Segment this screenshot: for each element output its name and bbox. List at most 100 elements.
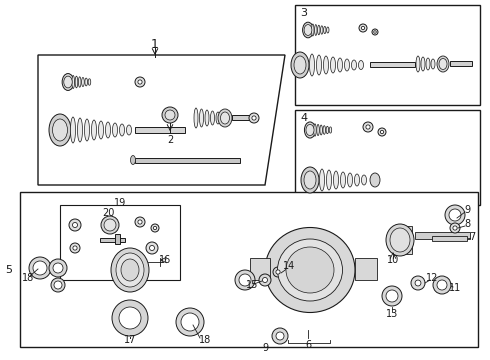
Circle shape: [181, 313, 199, 331]
Ellipse shape: [370, 173, 380, 187]
Circle shape: [249, 113, 259, 123]
Ellipse shape: [390, 228, 410, 252]
Text: 4: 4: [300, 113, 307, 123]
Ellipse shape: [431, 59, 435, 69]
Ellipse shape: [120, 124, 124, 136]
Text: 6: 6: [305, 340, 311, 350]
Bar: [295, 110, 480, 205]
Circle shape: [380, 130, 384, 134]
Circle shape: [135, 217, 145, 227]
Circle shape: [263, 278, 268, 283]
Ellipse shape: [317, 125, 319, 136]
Circle shape: [112, 300, 148, 336]
Circle shape: [366, 125, 370, 129]
Text: 9: 9: [464, 205, 470, 215]
Ellipse shape: [304, 122, 316, 138]
Circle shape: [361, 26, 365, 30]
Ellipse shape: [323, 26, 326, 33]
Bar: [115, 234, 120, 244]
Bar: [450, 61, 472, 66]
Circle shape: [433, 276, 451, 294]
Ellipse shape: [199, 109, 203, 127]
Ellipse shape: [98, 121, 103, 139]
Ellipse shape: [344, 59, 349, 71]
Ellipse shape: [304, 171, 316, 189]
Circle shape: [119, 307, 141, 329]
Circle shape: [53, 263, 63, 273]
Circle shape: [235, 270, 255, 290]
Circle shape: [372, 29, 378, 35]
Ellipse shape: [116, 253, 144, 287]
Ellipse shape: [52, 119, 68, 141]
Ellipse shape: [341, 172, 345, 188]
Ellipse shape: [329, 127, 332, 133]
Ellipse shape: [359, 60, 364, 69]
Circle shape: [239, 274, 251, 286]
Circle shape: [437, 280, 447, 290]
Ellipse shape: [72, 76, 74, 89]
Ellipse shape: [320, 125, 322, 135]
Ellipse shape: [126, 125, 131, 135]
Text: 18: 18: [22, 273, 34, 283]
Circle shape: [445, 205, 465, 225]
Ellipse shape: [211, 111, 215, 125]
Ellipse shape: [88, 79, 91, 85]
Ellipse shape: [265, 228, 355, 312]
Text: 17: 17: [124, 335, 136, 345]
Ellipse shape: [426, 58, 430, 70]
Ellipse shape: [64, 76, 72, 88]
Ellipse shape: [327, 27, 329, 33]
Ellipse shape: [326, 170, 332, 190]
Bar: [135, 158, 240, 163]
Circle shape: [386, 290, 398, 302]
Ellipse shape: [121, 259, 139, 281]
Ellipse shape: [130, 156, 136, 165]
Text: 9: 9: [262, 343, 268, 353]
Ellipse shape: [312, 24, 314, 36]
Ellipse shape: [310, 54, 315, 76]
Circle shape: [33, 261, 47, 275]
Circle shape: [415, 280, 421, 286]
Text: 1: 1: [151, 39, 159, 51]
Circle shape: [149, 246, 154, 251]
Ellipse shape: [62, 73, 74, 90]
Ellipse shape: [437, 56, 449, 72]
Circle shape: [382, 286, 402, 306]
Text: 13: 13: [386, 309, 398, 319]
Bar: [355, 258, 377, 280]
Bar: [232, 115, 250, 120]
Bar: [100, 238, 125, 242]
Circle shape: [276, 332, 284, 340]
Ellipse shape: [330, 57, 336, 73]
Ellipse shape: [82, 77, 84, 86]
Ellipse shape: [105, 122, 111, 138]
Circle shape: [138, 80, 142, 84]
Circle shape: [363, 122, 373, 132]
Circle shape: [49, 259, 67, 277]
Circle shape: [259, 274, 271, 286]
Text: 8: 8: [464, 219, 470, 229]
Bar: [250, 258, 270, 280]
Ellipse shape: [49, 114, 71, 146]
Circle shape: [449, 209, 461, 221]
Ellipse shape: [323, 126, 325, 134]
Ellipse shape: [421, 57, 425, 71]
Bar: [295, 5, 480, 105]
Ellipse shape: [77, 118, 82, 142]
Ellipse shape: [113, 123, 118, 137]
Circle shape: [378, 128, 386, 136]
Circle shape: [29, 257, 51, 279]
Ellipse shape: [306, 125, 314, 136]
Ellipse shape: [85, 78, 88, 86]
Ellipse shape: [338, 58, 343, 72]
Ellipse shape: [277, 239, 343, 301]
Text: 18: 18: [199, 335, 211, 345]
Ellipse shape: [301, 167, 319, 193]
Bar: [370, 62, 415, 67]
Circle shape: [138, 220, 142, 224]
Circle shape: [135, 77, 145, 87]
Text: 19: 19: [114, 198, 126, 208]
Text: 2: 2: [167, 135, 173, 145]
Ellipse shape: [220, 112, 229, 124]
Circle shape: [176, 308, 204, 336]
